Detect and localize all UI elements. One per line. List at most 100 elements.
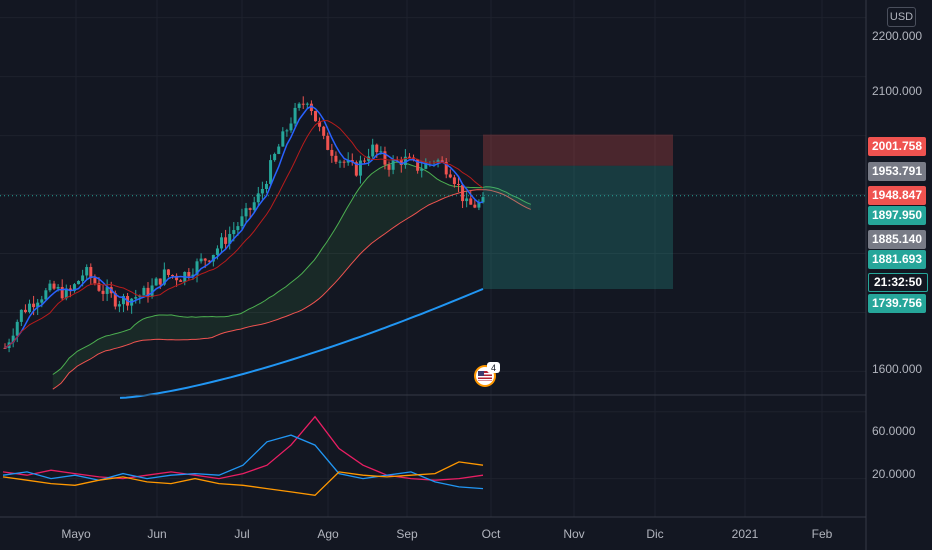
oscillator-line xyxy=(2,461,484,496)
price-axis-label: 2100.000 xyxy=(872,84,923,98)
time-axis-label: Sep xyxy=(396,527,418,541)
candle-body xyxy=(264,183,268,189)
candle-body xyxy=(289,123,293,131)
oscillator-pane xyxy=(0,411,866,496)
time-axis-label: Ago xyxy=(317,527,339,541)
candle-body xyxy=(481,197,485,203)
fast-ma-line xyxy=(4,105,484,349)
candle-body xyxy=(113,293,117,307)
short-position-tool[interactable] xyxy=(0,129,866,290)
candle-body xyxy=(338,161,342,163)
candle-body xyxy=(117,304,121,307)
candle-body xyxy=(3,347,7,349)
price-axis-label: 1600.000 xyxy=(872,362,923,376)
candle-body xyxy=(285,130,289,132)
cloud-span-b xyxy=(52,189,531,390)
candle-body xyxy=(101,290,105,294)
target-zone xyxy=(483,165,673,290)
candle-body xyxy=(407,156,411,158)
candle-body xyxy=(452,177,456,185)
candle-body xyxy=(326,135,330,150)
countdown-tag: 21:32:50 xyxy=(868,273,928,292)
candle-body xyxy=(346,160,350,163)
candle-body xyxy=(64,288,68,299)
candle-body xyxy=(277,146,281,154)
grid xyxy=(0,0,866,517)
candlesticks xyxy=(3,96,485,353)
candle-body xyxy=(158,278,162,285)
candle-body xyxy=(121,296,125,305)
candle-body xyxy=(15,321,19,336)
candle-body xyxy=(232,230,236,235)
time-axis-label: Feb xyxy=(811,527,833,541)
candle-body xyxy=(142,287,146,296)
candle-body xyxy=(162,269,166,285)
candle-body xyxy=(89,267,93,279)
candle-body xyxy=(305,103,309,105)
candle-body xyxy=(240,216,244,227)
candle-body xyxy=(105,287,109,294)
currency-label[interactable]: USD xyxy=(887,7,916,27)
take-profit-price-tag: 1739.756 xyxy=(868,294,926,313)
stop-loss-price-tag: 2001.758 xyxy=(868,137,926,156)
base-line xyxy=(4,119,484,349)
candle-body xyxy=(383,151,387,165)
candle-body xyxy=(273,153,277,161)
candle-body xyxy=(318,121,322,127)
candle-body xyxy=(11,335,15,343)
candle-body xyxy=(309,103,313,112)
time-axis-label: Nov xyxy=(563,527,585,541)
time-axis-label: Oct xyxy=(481,527,501,541)
candle-body xyxy=(52,283,56,289)
indicator-lines xyxy=(4,105,484,399)
candle-body xyxy=(293,107,297,124)
time-axis-label: 2021 xyxy=(731,527,759,541)
candle-body xyxy=(313,111,317,122)
candle-body xyxy=(60,286,64,299)
ma-200-line xyxy=(119,287,484,399)
price-axis-label: 2200.000 xyxy=(872,29,923,43)
cloud-fill xyxy=(52,162,531,390)
candle-body xyxy=(403,156,407,166)
candle-body xyxy=(203,258,207,261)
candle-body xyxy=(363,160,367,162)
candle-body xyxy=(81,275,85,281)
candle-body xyxy=(191,274,195,277)
candle-body xyxy=(297,103,301,108)
candle-body xyxy=(56,286,60,289)
candle-body xyxy=(175,275,179,281)
candle-body xyxy=(354,162,358,176)
candle-body xyxy=(134,297,138,299)
candle-body xyxy=(379,151,383,153)
candle-body xyxy=(199,258,203,262)
entry-price-tag: 1948.847 xyxy=(868,186,926,205)
candle-body xyxy=(244,208,248,217)
candle-body xyxy=(28,303,32,313)
candle-body xyxy=(444,162,448,175)
stop-zone xyxy=(483,134,673,166)
candle-body xyxy=(436,160,440,163)
candle-body xyxy=(260,188,264,194)
candle-body xyxy=(166,269,170,275)
us-flag-icon[interactable]: 4 xyxy=(473,362,501,388)
candle-body xyxy=(469,198,473,205)
candle-body xyxy=(44,290,48,300)
candle-body xyxy=(420,168,424,171)
candle-body xyxy=(465,198,469,202)
candle-body xyxy=(146,287,150,297)
candle-body xyxy=(248,208,252,210)
candle-body xyxy=(236,226,240,231)
candle-body xyxy=(195,261,199,275)
candle-body xyxy=(456,184,460,186)
candle-body xyxy=(473,204,477,208)
time-axis-label: Jun xyxy=(147,527,167,541)
candle-body xyxy=(171,274,175,276)
candle-body xyxy=(32,303,36,308)
candle-body xyxy=(334,155,338,162)
cloud-span-a xyxy=(52,161,531,375)
candle-body xyxy=(207,260,211,262)
candle-body xyxy=(358,160,362,176)
ichimoku-cloud xyxy=(52,161,531,390)
candle-body xyxy=(387,164,391,170)
